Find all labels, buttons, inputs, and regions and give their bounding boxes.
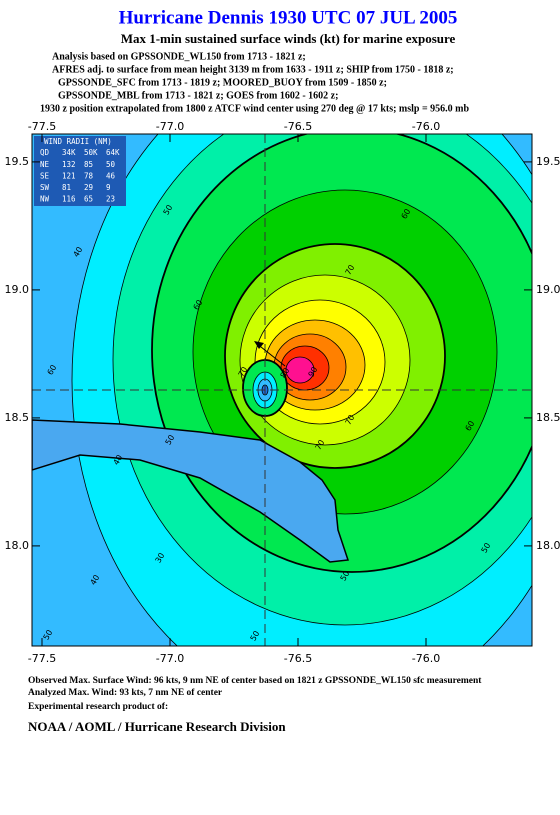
- wind-radii-title: WIND RADII (NM): [44, 137, 112, 146]
- x-tick-label: -76.5: [284, 120, 312, 133]
- analysis-line: Analysis based on GPSSONDE_WL150 from 17…: [52, 51, 306, 62]
- contour-label: 30: [154, 551, 167, 564]
- wind-radii-cell: NE: [40, 160, 50, 169]
- y-tick-label: 19.0: [536, 283, 560, 296]
- footer-line: Observed Max. Surface Wind: 96 kts, 9 nm…: [28, 676, 482, 686]
- contour-label: 50: [164, 433, 177, 446]
- title: Hurricane Dennis 1930 UTC 07 JUL 2005: [119, 7, 458, 28]
- wind-radii-cell: 65: [84, 195, 93, 204]
- wind-radii-cell: 23: [106, 195, 115, 204]
- contour-label: 60: [46, 363, 59, 376]
- wind-radii-cell: 121: [62, 172, 76, 181]
- contour-label: 70: [237, 365, 250, 378]
- x-tick-label: -77.5: [28, 120, 56, 133]
- contour-label: 50: [162, 203, 175, 216]
- subtitle: Max 1-min sustained surface winds (kt) f…: [121, 31, 456, 46]
- y-tick-label: 19.5: [536, 155, 560, 168]
- wind-radii-cell: 116: [62, 195, 76, 204]
- x-tick-label: -76.5: [284, 652, 312, 665]
- wind-radii-cell: 132: [62, 160, 76, 169]
- y-tick-label: 18.0: [536, 539, 560, 552]
- analysis-line: AFRES adj. to surface from mean height 3…: [52, 64, 454, 75]
- contour-label: 90: [307, 365, 320, 378]
- contour-label: 70: [314, 438, 327, 451]
- analysis-line: GPSSONDE_MBL from 1713 - 1821 z; GOES fr…: [58, 90, 338, 101]
- credit: NOAA / AOML / Hurricane Research Divisio…: [28, 719, 286, 734]
- y-tick-label: 18.0: [5, 539, 30, 552]
- y-tick-label: 18.5: [5, 411, 30, 424]
- wind-radii-header: 64K: [106, 148, 120, 157]
- wind-radii-cell: 46: [106, 172, 116, 181]
- x-tick-label: -77.5: [28, 652, 56, 665]
- contour-labels: 50 40 60 60 70 60 70 80 90 70 70 60 50 50 50 40 30 40 50 50: [42, 203, 493, 642]
- contour-label: 50: [339, 569, 352, 582]
- contour-label: 70: [344, 263, 357, 276]
- position-note: 1930 z position extrapolated from 1800 z…: [40, 103, 470, 114]
- contour-label: 80: [279, 366, 292, 379]
- wind-radii-cell: NW: [40, 195, 50, 204]
- plot-frame: [31, 133, 533, 647]
- contour-label: 50: [42, 628, 55, 641]
- x-tick-label: -76.0: [412, 652, 440, 665]
- contour-label: 60: [400, 207, 413, 220]
- wind-radii-cell: 81: [62, 183, 71, 192]
- y-tick-label: 18.5: [536, 411, 560, 424]
- wind-radii-cell: 9: [106, 183, 111, 192]
- x-tick-label: -76.0: [412, 120, 440, 133]
- wind-radii-cell: SW: [40, 183, 50, 192]
- contour-label: 40: [112, 453, 125, 466]
- contour-label: 50: [249, 629, 262, 642]
- wind-radii-cell: 29: [84, 183, 93, 192]
- y-tick-label: 19.5: [5, 155, 30, 168]
- wind-radii-cell: 78: [84, 172, 94, 181]
- wind-radii-box: [34, 136, 126, 206]
- contour-label: 60: [192, 298, 205, 311]
- wind-radii-table: WIND RADII (NM) QD 34K 50K 64K NE 132 85 50 SE 121…: [34, 136, 126, 206]
- x-tick-label: -77.0: [156, 120, 184, 133]
- arrow-head: [254, 341, 264, 349]
- contour-label: 50: [480, 541, 493, 554]
- motion-arrow: [255, 342, 286, 367]
- contour-label: 70: [344, 413, 357, 426]
- analysis-line: GPSSONDE_SFC from 1713 - 1819 z; MOORED_…: [58, 77, 387, 88]
- wind-radii-cell: SE: [40, 172, 50, 181]
- y-tick-label: 19.0: [5, 283, 30, 296]
- x-tick-label: -77.0: [156, 652, 184, 665]
- footer-line: Experimental research product of:: [28, 702, 168, 712]
- wind-radii-header: 34K: [62, 148, 76, 157]
- wind-field: [32, 134, 532, 646]
- wind-radii-cell: 85: [84, 160, 93, 169]
- wind-radii-header: 50K: [84, 148, 98, 157]
- contour-label: 40: [89, 573, 102, 586]
- footer-line: Analyzed Max. Wind: 93 kts, 7 nm NE of c…: [28, 688, 223, 698]
- contour-label: 40: [72, 245, 85, 258]
- wind-radii-cell: 50: [106, 160, 116, 169]
- wind-radii-header: QD: [40, 148, 50, 157]
- contour-label: 60: [464, 419, 477, 432]
